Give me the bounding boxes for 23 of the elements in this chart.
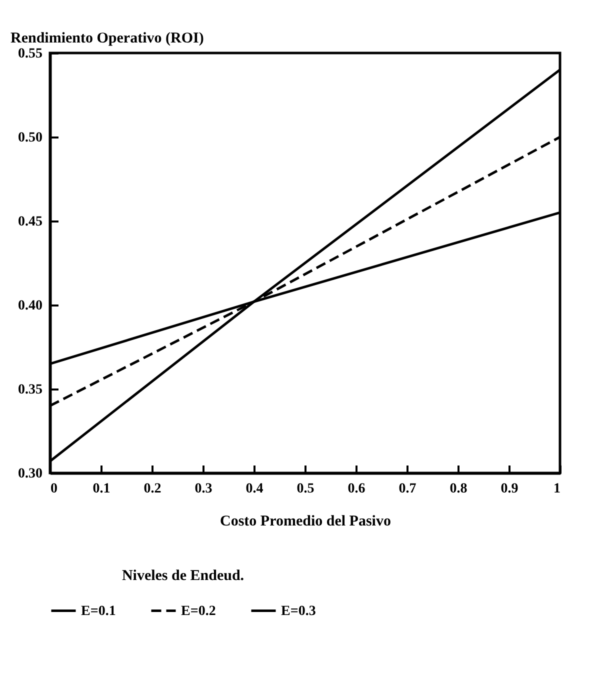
y-axis-title: Rendimiento Operativo (ROI)	[10, 30, 204, 46]
y-tick-label: 0.50	[18, 130, 42, 146]
legend-label: E=0.1	[81, 604, 116, 619]
y-tick-label: 0.40	[18, 298, 42, 314]
x-tick-label: 0	[50, 482, 58, 496]
y-tick-label: 0.35	[18, 382, 42, 398]
x-tick-label: 0.2	[144, 482, 162, 496]
y-tick-label: 0.55	[18, 46, 42, 62]
x-axis-title: Costo Promedio del Pasivo	[220, 514, 391, 530]
x-tick-label: 1	[554, 482, 560, 496]
x-tick-label: 0.5	[296, 482, 314, 496]
y-tick-label: 0.45	[18, 214, 42, 230]
legend-label: E=0.2	[181, 604, 216, 619]
legend-label: E=0.3	[281, 604, 316, 619]
x-tick-label: 0.8	[450, 482, 468, 496]
x-tick-label: 0.4	[246, 482, 264, 496]
x-tick-label: 0.6	[348, 482, 366, 496]
legend-title: Niveles de Endeud.	[122, 568, 244, 584]
x-tick-label: 0.9	[500, 482, 518, 496]
x-tick-label: 0.1	[92, 482, 110, 496]
x-tick-label: 0.3	[194, 482, 212, 496]
y-tick-label: 0.30	[18, 466, 42, 482]
x-tick-label: 0.7	[398, 482, 416, 496]
